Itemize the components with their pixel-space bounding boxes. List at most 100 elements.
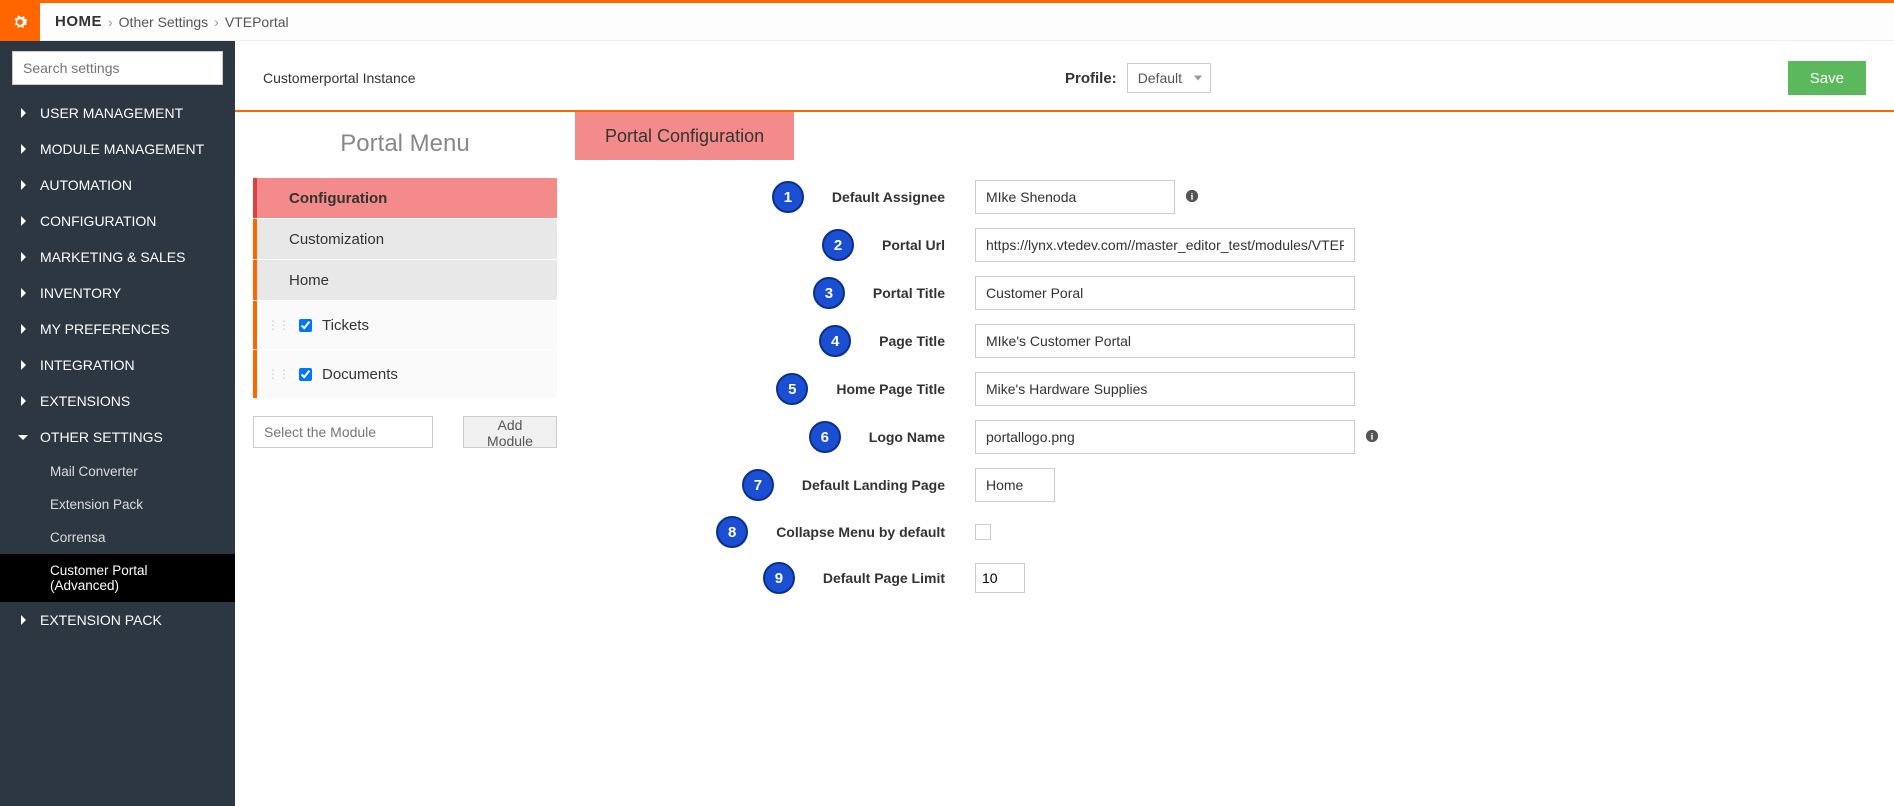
sidebar-item[interactable]: USER MANAGEMENT — [0, 95, 235, 131]
chevron-down-icon — [1194, 76, 1202, 81]
step-badge: 6 — [809, 421, 841, 453]
text-input[interactable] — [975, 228, 1355, 262]
portal-menu-panel: Portal Menu ConfigurationCustomizationHo… — [235, 112, 575, 628]
field-label: Portal Title — [873, 285, 945, 301]
sidebar-item[interactable]: CONFIGURATION — [0, 203, 235, 239]
module-label: Documents — [322, 366, 398, 383]
config-row: 1 Default Assignee MIke Shenoda i — [675, 180, 1864, 214]
step-badge: 1 — [772, 181, 804, 213]
chevron-icon — [18, 612, 30, 628]
checkbox-input[interactable] — [975, 524, 991, 540]
add-module-button[interactable]: Add Module — [463, 416, 557, 448]
portal-menu-item[interactable]: Customization — [253, 219, 557, 259]
text-input[interactable] — [975, 324, 1355, 358]
sidebar-sub-item[interactable]: Corrensa — [0, 521, 235, 554]
sidebar-sub-item[interactable]: Extension Pack — [0, 488, 235, 521]
profile-value: Default — [1138, 70, 1182, 86]
select-value: MIke Shenoda — [986, 189, 1076, 205]
text-input[interactable] — [975, 420, 1355, 454]
chevron-icon — [18, 357, 30, 373]
config-panel: Portal Configuration 1 Default Assignee MI… — [575, 112, 1894, 628]
module-select[interactable] — [253, 416, 433, 448]
svg-text:i: i — [1371, 431, 1374, 442]
step-badge: 8 — [716, 516, 748, 548]
config-row: 9Default Page Limit — [675, 562, 1864, 594]
portal-menu-item[interactable]: Configuration — [253, 178, 557, 218]
config-row: 7 Default Landing Page Home — [675, 468, 1864, 502]
search-input[interactable] — [12, 51, 223, 85]
save-button[interactable]: Save — [1788, 61, 1866, 95]
drag-handle-icon[interactable]: ⋮⋮ — [267, 318, 289, 332]
sidebar-item[interactable]: EXTENSIONS — [0, 383, 235, 419]
config-row: 8 Collapse Menu by default — [675, 516, 1864, 548]
sidebar-item[interactable]: EXTENSION PACK — [0, 602, 235, 638]
sidebar-item[interactable]: INVENTORY — [0, 275, 235, 311]
text-input[interactable] — [975, 276, 1355, 310]
breadcrumb-home[interactable]: HOME — [55, 13, 102, 30]
module-checkbox[interactable] — [299, 368, 312, 381]
field-label: Page Title — [879, 333, 945, 349]
select-input[interactable]: MIke Shenoda — [975, 180, 1175, 214]
chevron-icon — [18, 321, 30, 337]
chevron-icon — [18, 177, 30, 193]
gear-icon — [10, 12, 30, 32]
select-input[interactable]: Home — [975, 468, 1055, 502]
field-label: Logo Name — [869, 429, 945, 445]
breadcrumb-item[interactable]: VTEPortal — [225, 14, 289, 30]
svg-text:i: i — [1191, 191, 1194, 202]
chevron-icon — [18, 393, 30, 409]
module-label: Tickets — [322, 317, 369, 334]
step-badge: 2 — [822, 229, 854, 261]
field-label: Default Page Limit — [823, 570, 945, 586]
sidebar-item[interactable]: INTEGRATION — [0, 347, 235, 383]
chevron-icon — [18, 141, 30, 157]
drag-handle-icon[interactable]: ⋮⋮ — [267, 367, 289, 381]
sidebar-item[interactable]: MARKETING & SALES — [0, 239, 235, 275]
sidebar-item-label: OTHER SETTINGS — [40, 429, 163, 445]
chevron-icon — [18, 213, 30, 229]
sidebar-item-label: AUTOMATION — [40, 177, 132, 193]
field-label: Default Assignee — [832, 189, 945, 205]
sidebar-item[interactable]: AUTOMATION — [0, 167, 235, 203]
sidebar-item-label: INTEGRATION — [40, 357, 135, 373]
sidebar-item[interactable]: OTHER SETTINGS — [0, 419, 235, 455]
sidebar-sub-item[interactable]: Customer Portal (Advanced) — [0, 554, 235, 602]
field-label: Home Page Title — [836, 381, 945, 397]
breadcrumb-item[interactable]: Other Settings — [119, 14, 209, 30]
sidebar-sub-item[interactable]: Mail Converter — [0, 455, 235, 488]
profile-select[interactable]: Default — [1127, 63, 1211, 93]
module-checkbox[interactable] — [299, 319, 312, 332]
field-label: Portal Url — [882, 237, 945, 253]
step-badge: 3 — [813, 277, 845, 309]
chevron-right-icon: › — [108, 14, 113, 30]
tab-portal-configuration[interactable]: Portal Configuration — [575, 112, 794, 160]
text-input[interactable] — [975, 372, 1355, 406]
instance-label: Customerportal Instance — [263, 70, 416, 86]
gear-icon-box[interactable] — [0, 3, 40, 41]
portal-menu-item[interactable]: Home — [253, 260, 557, 300]
config-row: 6 Logo Name i — [675, 420, 1864, 454]
sidebar-item-label: CONFIGURATION — [40, 213, 156, 229]
header-row: HOME › Other Settings › VTEPortal — [0, 3, 1894, 41]
sidebar-item[interactable]: MODULE MANAGEMENT — [0, 131, 235, 167]
portal-menu-module[interactable]: ⋮⋮ Tickets — [253, 301, 557, 349]
sidebar-item-label: MODULE MANAGEMENT — [40, 141, 204, 157]
portal-menu-module[interactable]: ⋮⋮ Documents — [253, 350, 557, 398]
portal-menu-title: Portal Menu — [253, 112, 557, 178]
info-icon[interactable]: i — [1185, 189, 1199, 206]
sidebar-item-label: EXTENSION PACK — [40, 612, 162, 628]
sidebar-item-label: MARKETING & SALES — [40, 249, 185, 265]
sidebar-item[interactable]: MY PREFERENCES — [0, 311, 235, 347]
chevron-icon — [18, 249, 30, 265]
config-row: 3 Portal Title — [675, 276, 1864, 310]
chevron-icon — [18, 285, 30, 301]
sidebar-item-label: MY PREFERENCES — [40, 321, 170, 337]
sidebar-item-label: USER MANAGEMENT — [40, 105, 183, 121]
chevron-right-icon: › — [214, 14, 219, 30]
field-label: Default Landing Page — [802, 477, 945, 493]
info-icon[interactable]: i — [1365, 429, 1379, 446]
config-row: 2 Portal Url — [675, 228, 1864, 262]
step-badge: 7 — [742, 469, 774, 501]
field-label: Collapse Menu by default — [776, 524, 945, 540]
number-input[interactable] — [975, 563, 1025, 593]
